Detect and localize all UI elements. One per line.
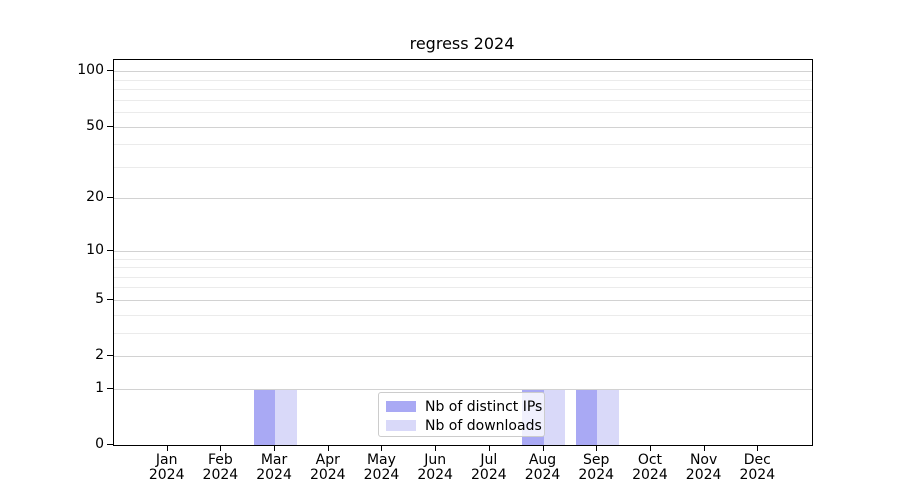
y-axis-tick-label: 100	[77, 62, 104, 79]
x-axis-tick-label: Dec 2024	[739, 452, 776, 483]
y-tick-mark	[107, 355, 113, 357]
x-axis-tick-label: May 2024	[363, 452, 400, 483]
bar-nb-of-downloads-aug-2024	[543, 388, 565, 445]
y-axis-tick-label: 0	[95, 436, 104, 452]
bar-nb-of-downloads-mar-2024	[275, 388, 297, 445]
x-tick-mark	[435, 445, 437, 451]
x-axis-tick-label: Aug 2024	[524, 452, 561, 483]
legend-swatch	[386, 420, 416, 431]
y-axis-tick-label: 1	[95, 379, 104, 396]
x-tick-mark	[488, 445, 490, 451]
gridline-minor	[114, 166, 812, 168]
y-tick-mark	[107, 70, 113, 72]
gridline-minor	[114, 258, 812, 260]
plot-area	[113, 59, 813, 446]
legend-item: Nb of distinct IPs	[386, 398, 542, 415]
gridline-minor	[114, 314, 812, 316]
gridline-minor	[114, 144, 812, 146]
x-tick-mark	[542, 445, 544, 451]
x-tick-mark	[220, 445, 222, 451]
x-axis-tick-label: Feb 2024	[202, 452, 239, 483]
x-axis-tick-label: Mar 2024	[256, 452, 292, 483]
chart-title: regress 2024	[409, 34, 515, 53]
y-axis-tick-label: 5	[95, 290, 104, 307]
x-axis-tick-label: Jan 2024	[148, 452, 185, 483]
x-axis-tick-label: Jul 2024	[471, 452, 507, 483]
gridline-minor	[114, 79, 812, 81]
gridline-major	[114, 71, 812, 73]
y-axis-tick-label: 10	[86, 241, 104, 258]
grid-layer	[114, 60, 812, 445]
x-tick-mark	[327, 445, 329, 451]
gridline-major	[114, 250, 812, 252]
x-tick-mark	[596, 445, 598, 451]
y-tick-mark	[107, 298, 113, 300]
x-axis-tick-label: Oct 2024	[632, 452, 668, 483]
legend-item: Nb of downloads	[386, 417, 542, 434]
gridline-major	[114, 126, 812, 128]
y-tick-mark	[107, 387, 113, 389]
gridline-minor	[114, 332, 812, 334]
y-axis-tick-label: 2	[95, 347, 104, 364]
legend-label: Nb of downloads	[425, 417, 542, 434]
gridline-minor	[114, 287, 812, 289]
gridline-major	[114, 356, 812, 358]
legend-swatch	[386, 401, 416, 412]
gridline-major	[114, 198, 812, 200]
x-axis-tick-label: Sep 2024	[578, 452, 615, 483]
x-axis-tick-label: Jun 2024	[417, 452, 453, 483]
x-tick-mark	[703, 445, 705, 451]
y-axis-tick-label: 50	[86, 117, 104, 134]
gridline-major	[114, 299, 812, 301]
gridline-minor	[114, 267, 812, 269]
y-axis-tick-label: 20	[86, 189, 104, 206]
x-tick-mark	[757, 445, 759, 451]
y-tick-mark	[107, 197, 113, 199]
x-tick-mark	[381, 445, 383, 451]
legend: Nb of distinct IPs Nb of downloads	[378, 392, 545, 437]
gridline-major	[114, 388, 812, 390]
gridline-minor	[114, 99, 812, 101]
x-tick-mark	[166, 445, 168, 451]
y-tick-mark	[107, 444, 113, 445]
bar-nb-of-downloads-sep-2024	[597, 388, 619, 445]
legend-label: Nb of distinct IPs	[425, 398, 543, 415]
gridline-minor	[114, 276, 812, 278]
bar-nb-of-distinct-ips-sep-2024	[575, 388, 598, 445]
bar-nb-of-distinct-ips-mar-2024	[253, 388, 276, 445]
gridline-minor	[114, 112, 812, 114]
y-tick-mark	[107, 249, 113, 251]
gridline-minor	[114, 89, 812, 91]
x-axis-tick-label: Nov 2024	[685, 452, 722, 483]
x-tick-mark	[649, 445, 651, 451]
x-tick-mark	[274, 445, 276, 451]
y-tick-mark	[107, 125, 113, 127]
x-axis-tick-label: Apr 2024	[309, 452, 346, 483]
